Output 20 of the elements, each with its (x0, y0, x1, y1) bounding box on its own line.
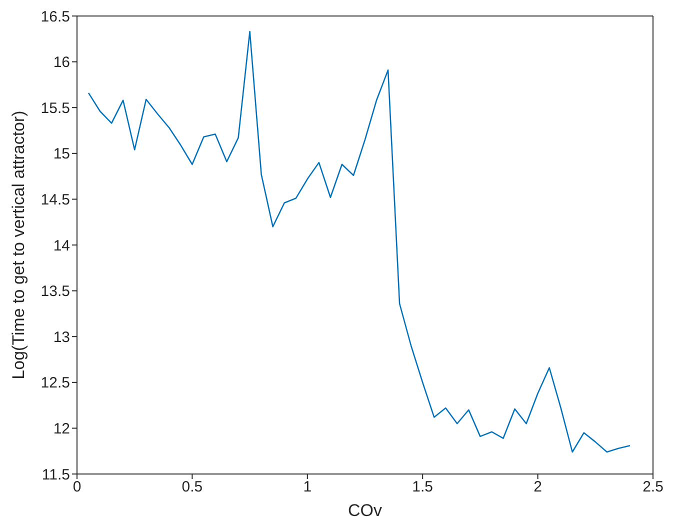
y-axis-title: Log(Time to get to vertical attractor) (9, 110, 28, 380)
y-tick-label: 13 (53, 328, 70, 346)
line-series (88, 30, 631, 453)
x-tick-label: 2.5 (642, 478, 664, 496)
y-tick-label: 15 (53, 146, 70, 163)
y-tick-label: 13.5 (40, 283, 70, 300)
y-tick-label: 14 (53, 237, 70, 254)
x-tick-label: 0.5 (182, 478, 203, 496)
y-tick-label: 16.5 (40, 8, 70, 26)
y-tick-label: 12 (53, 420, 70, 438)
x-tick-label: 1 (303, 478, 312, 496)
y-tick-label: 14.5 (40, 192, 70, 209)
x-tick-label: 2 (534, 478, 542, 496)
y-tick-label: 16 (53, 54, 70, 72)
y-tick-label: 15.5 (40, 100, 70, 117)
x-axis-title: COv (348, 501, 382, 520)
x-tick-label: 1.5 (412, 478, 434, 496)
y-tick-label: 11.5 (42, 466, 70, 484)
y-tick-label: 12.5 (40, 374, 70, 392)
x-tick-label: 0 (72, 478, 82, 496)
